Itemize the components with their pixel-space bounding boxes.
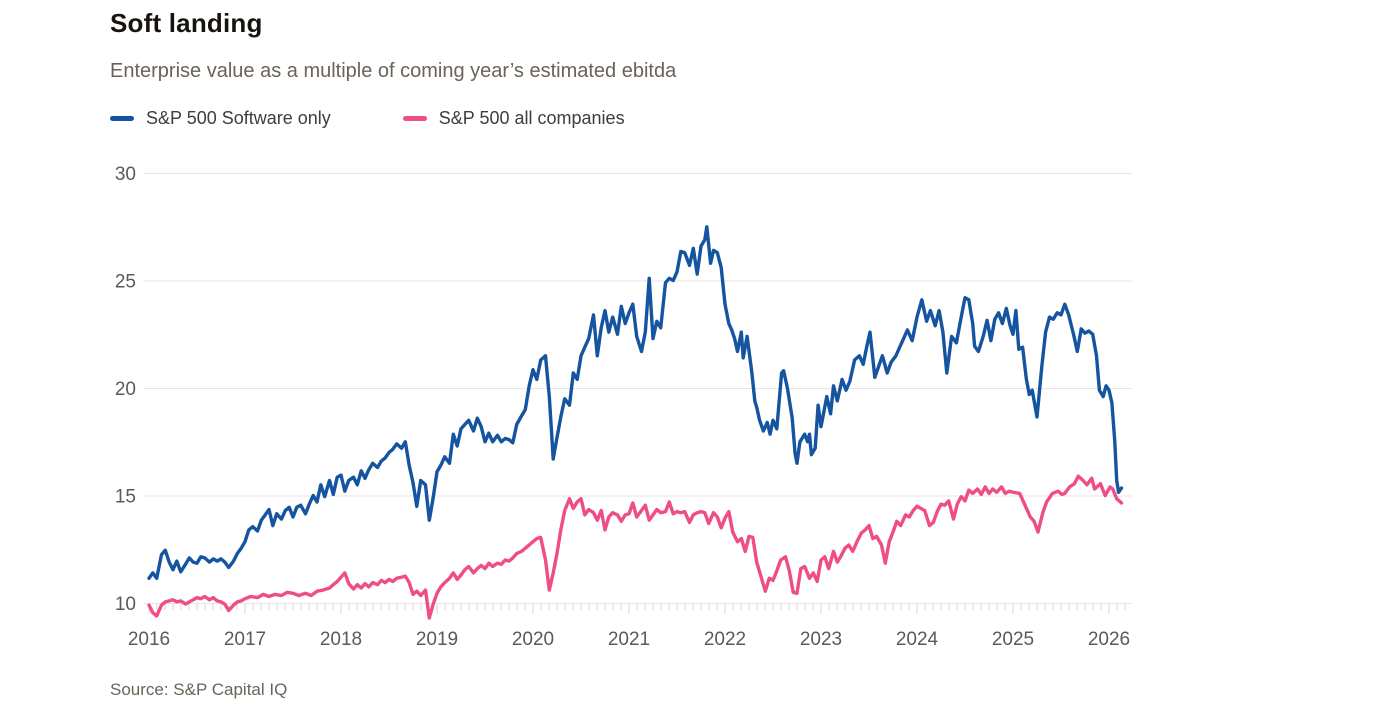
legend-item-software: S&P 500 Software only [110, 108, 331, 129]
legend-swatch-software-icon [110, 116, 134, 121]
series-line-s-p-500-software-only [147, 225, 1124, 580]
chart-subtitle: Enterprise value as a multiple of coming… [110, 60, 677, 82]
legend-swatch-all-companies-icon [402, 116, 427, 121]
x-axis-tick-label: 2019 [416, 629, 458, 650]
legend-label-software: S&P 500 Software only [146, 108, 331, 128]
legend-item-all-companies: S&P 500 all companies [402, 108, 625, 129]
x-axis-tick-label: 2023 [800, 629, 842, 650]
y-axis-tick-label: 25 [115, 272, 136, 293]
x-axis-tick-label: 2026 [1088, 629, 1130, 650]
x-axis-tick-label: 2017 [224, 629, 266, 650]
y-axis-tick-label: 15 [115, 487, 136, 508]
y-axis-tick-label: 20 [115, 379, 136, 400]
source-note: Source: S&P Capital IQ [110, 680, 288, 699]
x-axis-tick-label: 2020 [512, 629, 554, 650]
x-axis-tick-label: 2024 [896, 629, 939, 650]
x-axis-tick-label: 2016 [128, 629, 170, 650]
x-axis-tick-label: 2021 [608, 629, 650, 650]
x-axis-tick-label: 2018 [320, 629, 362, 650]
x-axis-tick-label: 2022 [704, 629, 746, 650]
y-axis-tick-label: 10 [115, 594, 136, 615]
chart-title: Soft landing [110, 8, 263, 38]
y-axis-tick-label: 30 [115, 164, 136, 185]
chart-legend: S&P 500 Software only S&P 500 all compan… [110, 108, 625, 129]
x-axis-tick-label: 2025 [992, 629, 1034, 650]
legend-label-all-companies: S&P 500 all companies [438, 108, 625, 128]
series-line-s-p-500-all-companies [147, 474, 1124, 620]
